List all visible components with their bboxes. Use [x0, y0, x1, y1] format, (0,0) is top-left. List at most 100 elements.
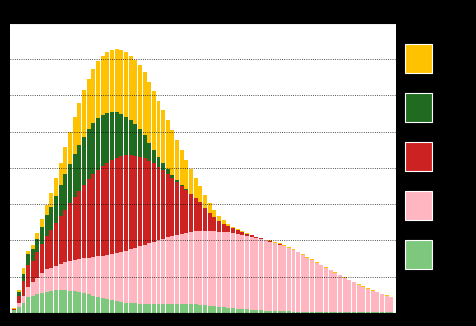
Bar: [342, 278, 346, 312]
Bar: [156, 240, 160, 304]
Bar: [193, 304, 198, 313]
Bar: [68, 164, 72, 203]
Bar: [147, 243, 151, 304]
Bar: [124, 52, 128, 116]
Bar: [333, 273, 337, 312]
Bar: [35, 239, 40, 252]
Bar: [179, 150, 183, 185]
Bar: [68, 261, 72, 291]
Bar: [333, 272, 337, 273]
Bar: [147, 304, 151, 313]
Bar: [212, 306, 216, 313]
Bar: [114, 49, 119, 112]
Bar: [268, 240, 272, 241]
Bar: [258, 238, 262, 239]
Bar: [142, 135, 146, 158]
Bar: [240, 235, 244, 309]
Bar: [151, 163, 156, 242]
Bar: [87, 79, 90, 129]
Bar: [105, 52, 109, 113]
Bar: [235, 229, 239, 230]
Bar: [379, 312, 383, 313]
Bar: [328, 271, 332, 312]
Bar: [272, 311, 276, 313]
Bar: [142, 245, 146, 304]
Bar: [133, 156, 137, 248]
Bar: [21, 281, 25, 296]
Bar: [156, 101, 160, 157]
Bar: [110, 254, 114, 301]
Bar: [170, 178, 174, 236]
Bar: [203, 208, 207, 231]
Bar: [87, 258, 90, 294]
Bar: [82, 293, 86, 313]
Bar: [365, 289, 369, 312]
Bar: [203, 305, 207, 313]
Bar: [54, 178, 58, 196]
Bar: [161, 111, 165, 163]
Bar: [26, 287, 30, 297]
Bar: [245, 234, 248, 236]
Bar: [31, 245, 35, 249]
Bar: [254, 310, 258, 313]
Bar: [291, 312, 295, 313]
Bar: [31, 261, 35, 282]
Bar: [217, 221, 220, 231]
Bar: [184, 160, 188, 189]
Bar: [356, 285, 360, 312]
Bar: [282, 311, 286, 313]
Bar: [82, 137, 86, 185]
Bar: [221, 220, 225, 224]
Bar: [96, 297, 100, 313]
Bar: [110, 301, 114, 313]
Bar: [72, 117, 77, 154]
Bar: [212, 231, 216, 306]
Bar: [203, 231, 207, 305]
Bar: [147, 82, 151, 143]
Bar: [31, 249, 35, 261]
Bar: [45, 215, 49, 235]
Bar: [45, 269, 49, 292]
Bar: [91, 69, 95, 123]
Bar: [235, 309, 239, 313]
Bar: [245, 236, 248, 309]
Bar: [91, 296, 95, 313]
Bar: [342, 277, 346, 278]
Bar: [384, 295, 388, 296]
Bar: [300, 255, 304, 312]
Bar: [59, 290, 62, 313]
Bar: [50, 291, 53, 313]
Bar: [300, 254, 304, 255]
Bar: [221, 232, 225, 307]
Bar: [50, 193, 53, 207]
Bar: [323, 267, 327, 268]
Bar: [96, 170, 100, 256]
Bar: [100, 166, 104, 256]
Bar: [361, 287, 365, 312]
Bar: [21, 268, 25, 274]
Bar: [379, 294, 383, 312]
Bar: [179, 304, 183, 313]
Bar: [142, 72, 146, 135]
Bar: [175, 182, 178, 235]
Bar: [105, 299, 109, 313]
Bar: [337, 275, 341, 312]
Bar: [207, 231, 211, 306]
Bar: [129, 303, 132, 313]
Bar: [91, 174, 95, 257]
Bar: [12, 309, 16, 310]
Bar: [114, 253, 119, 301]
Bar: [72, 197, 77, 260]
Bar: [133, 60, 137, 125]
Bar: [263, 311, 267, 313]
Bar: [87, 129, 90, 179]
Bar: [212, 210, 216, 217]
Bar: [305, 257, 309, 258]
Bar: [17, 304, 21, 307]
Bar: [110, 112, 114, 160]
Bar: [305, 258, 309, 312]
Bar: [254, 237, 258, 238]
Bar: [314, 312, 318, 313]
Bar: [375, 292, 378, 312]
Bar: [226, 308, 230, 313]
